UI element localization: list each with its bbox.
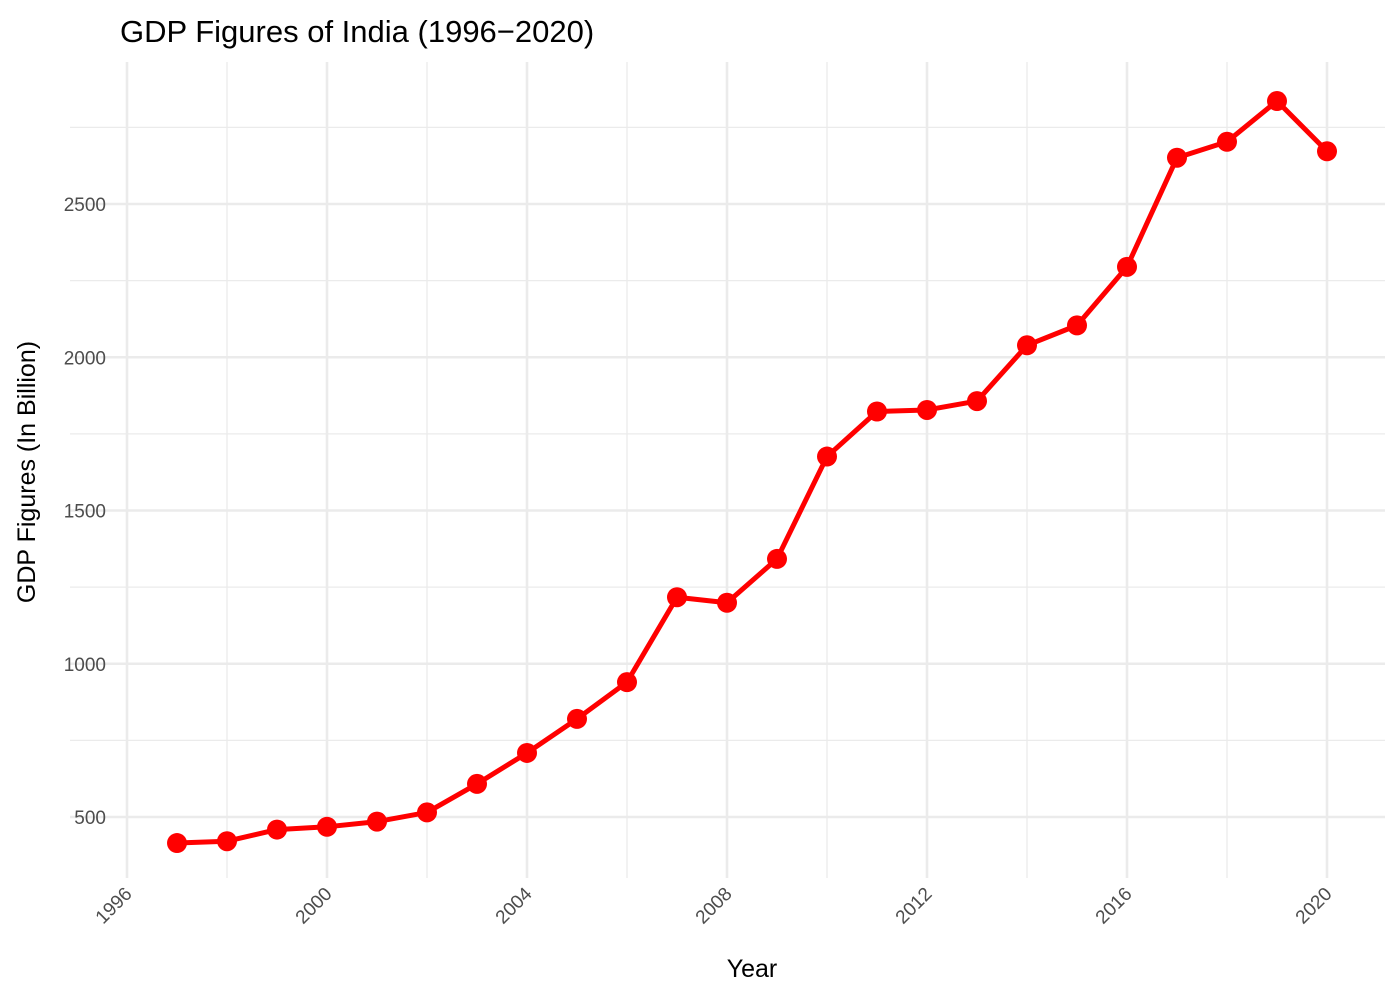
data-point: [317, 816, 337, 837]
x-axis-title: Year: [727, 955, 778, 983]
data-point: [217, 831, 237, 852]
y-tick-label: 2000: [64, 348, 106, 369]
data-point: [267, 819, 287, 840]
y-tick-label: 500: [74, 808, 106, 829]
data-point: [717, 592, 737, 613]
grid-lines: [70, 62, 1385, 878]
x-tick-label: 2000: [292, 884, 337, 929]
series-line-layer: [174, 98, 1330, 846]
y-axis-tick-labels: 500 1000 1500 2000 2500: [64, 195, 106, 829]
x-tick-label: 2008: [692, 884, 737, 929]
data-point: [617, 672, 637, 693]
data-point: [1067, 315, 1087, 336]
data-point: [167, 833, 187, 854]
x-tick-label: 2012: [892, 884, 937, 929]
x-tick-label: 2020: [1292, 884, 1337, 929]
x-tick-label: 2004: [492, 883, 537, 928]
data-point: [467, 773, 487, 794]
data-point: [1167, 147, 1187, 168]
data-point: [517, 742, 537, 763]
data-point: [917, 399, 937, 420]
data-point: [1017, 335, 1037, 356]
data-points-layer: [167, 91, 1337, 854]
data-point: [867, 401, 887, 422]
data-point: [1267, 91, 1287, 112]
y-tick-label: 1000: [64, 655, 106, 676]
x-axis-tick-labels: 1996 2000 2004 2008 2012 2016 2020: [92, 883, 1337, 928]
data-point: [1217, 131, 1237, 152]
y-tick-label: 2500: [64, 195, 106, 216]
data-point: [817, 446, 837, 467]
data-point: [567, 708, 587, 729]
series-line: [174, 98, 1330, 846]
y-axis-title: GDP Figures (In Billion): [13, 341, 41, 603]
data-point: [767, 548, 787, 569]
data-point: [1317, 141, 1337, 162]
y-tick-label: 1500: [64, 502, 106, 523]
data-point: [667, 587, 687, 608]
x-tick-label: 2016: [1092, 884, 1137, 929]
data-point: [417, 802, 437, 823]
data-point: [367, 811, 387, 832]
x-tick-label: 1996: [92, 884, 137, 929]
data-point: [1117, 256, 1137, 277]
data-point: [967, 391, 987, 412]
chart-title: GDP Figures of India (1996−2020): [120, 14, 594, 49]
